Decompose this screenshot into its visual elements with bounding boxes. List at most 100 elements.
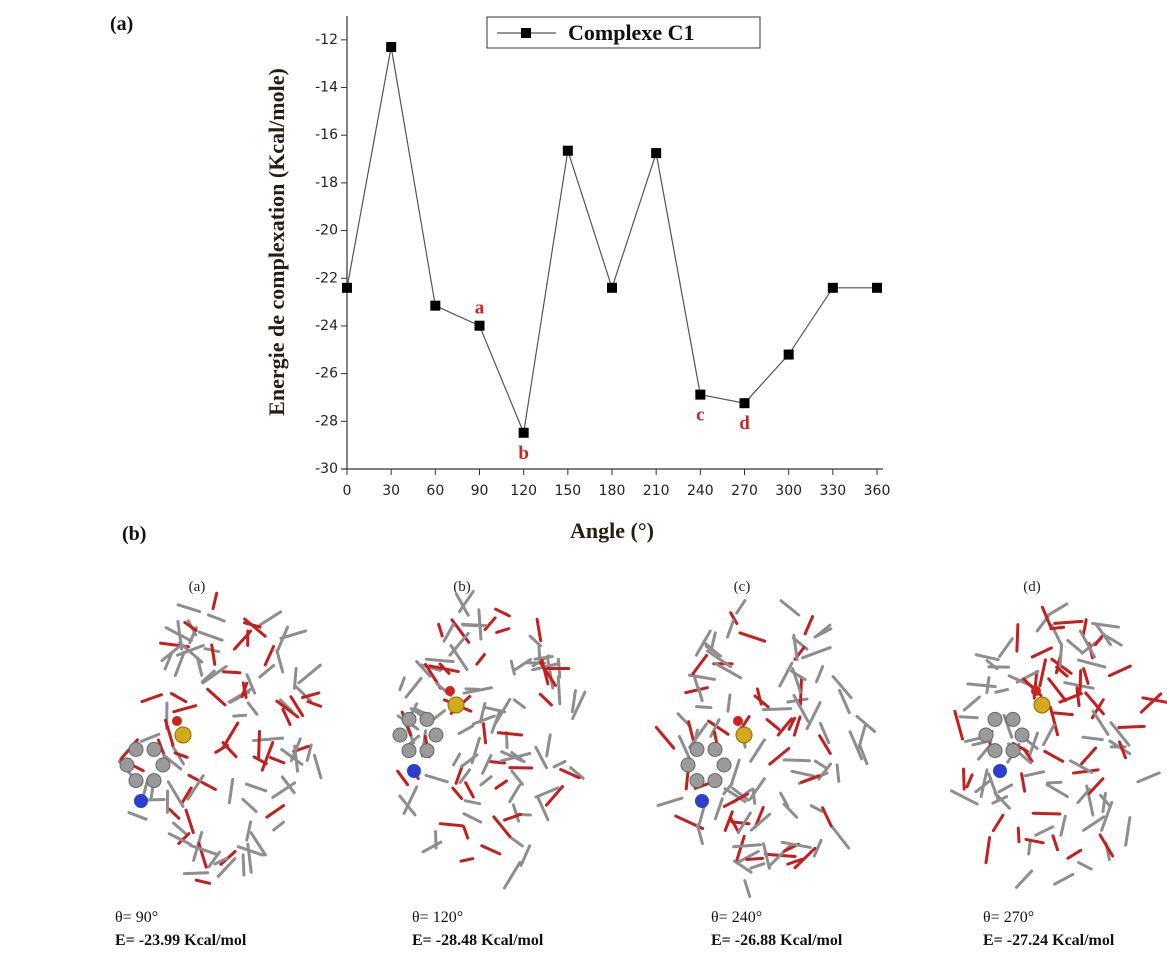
caption-energy: E= -23.99 Kcal/mol (115, 932, 247, 949)
molecule-bond (278, 627, 288, 651)
molecule-bond (482, 846, 500, 854)
molecule-bond (426, 659, 453, 661)
molecule-bond (171, 694, 185, 702)
molecule-bond (658, 798, 682, 805)
molecule-bond (747, 858, 763, 859)
molecule-bond (260, 665, 274, 677)
point (740, 398, 750, 408)
atom (1015, 728, 1029, 742)
molecule-bond (483, 756, 491, 774)
molecule-bond (805, 617, 812, 634)
molecule-bond (996, 689, 1008, 692)
y-tick-label: -12 (315, 32, 338, 48)
y-tick-label: -22 (315, 270, 338, 286)
molecule-bond (572, 691, 575, 712)
molecule-bond (1045, 751, 1063, 761)
y-tick-label: -30 (315, 461, 338, 477)
panel-sublabel: (d) (1023, 579, 1041, 595)
point (519, 428, 529, 438)
molecule-bond (299, 665, 321, 683)
molecule-bond (817, 667, 823, 682)
x-tick-label: 60 (426, 483, 444, 499)
molecule-bond (461, 755, 477, 767)
molecule-bond (537, 619, 541, 641)
molecule-bond (515, 659, 531, 669)
molecule (393, 592, 585, 888)
annotation: d (739, 413, 750, 434)
molecule-bond (999, 639, 1012, 657)
annotation: c (696, 405, 704, 426)
molecule-bond (245, 623, 261, 627)
molecule-bond (1096, 634, 1104, 644)
x-tick-label: 180 (599, 483, 626, 499)
x-tick-label: 270 (731, 483, 758, 499)
molecule-bond (173, 823, 185, 834)
atom (708, 774, 722, 788)
y-tick-label: -20 (315, 223, 338, 239)
molecule-bond (715, 799, 722, 819)
atom (120, 758, 134, 772)
caption-angle: θ= 240° (711, 909, 762, 926)
molecule-bond (993, 815, 1003, 830)
molecule-bond (1018, 828, 1019, 841)
molecule-bond (795, 848, 815, 867)
molecule-bond (229, 779, 232, 802)
x-tick-label: 0 (343, 483, 352, 499)
molecule-bond (656, 727, 674, 748)
molecule-bond (1033, 813, 1060, 814)
atom (129, 742, 143, 756)
caption-angle: θ= 90° (115, 909, 158, 926)
point (342, 283, 352, 293)
atom (681, 758, 695, 772)
molecule-bond (246, 784, 265, 791)
y-tick-label: -28 (315, 413, 338, 429)
atom (979, 728, 993, 742)
atom (1006, 712, 1020, 726)
molecule-bond (1055, 621, 1082, 623)
molecule (656, 600, 874, 896)
molecule-bond (740, 633, 765, 641)
molecule-bond (1060, 644, 1062, 669)
molecule-bond (514, 700, 524, 708)
molecule-bond (1029, 841, 1031, 854)
molecule-bond (554, 761, 565, 766)
molecule-bond (464, 814, 481, 822)
molecule-bond (512, 839, 522, 846)
x-tick-label: 150 (554, 483, 581, 499)
molecule-bond (1138, 773, 1159, 782)
atom (420, 712, 434, 726)
molecule-bond (1077, 688, 1079, 706)
molecule-bond (737, 600, 745, 613)
molecule-bond (734, 845, 761, 847)
molecule-bond (811, 806, 822, 812)
atom (690, 774, 704, 788)
atom-n (407, 764, 421, 778)
molecule-bond (260, 612, 280, 625)
molecule (951, 604, 1167, 887)
molecule-bond (248, 844, 251, 872)
molecule-bond (141, 734, 159, 741)
atom (147, 742, 161, 756)
molecule-bond (483, 724, 485, 743)
molecule-bond (1049, 679, 1066, 701)
molecule-bond (224, 723, 238, 747)
molecule-bond (1068, 850, 1081, 858)
molecule-bond (540, 694, 551, 705)
molecule-bond (731, 760, 739, 784)
molecule-bond (485, 618, 495, 630)
molecule-bond (243, 799, 256, 811)
atom-n (134, 794, 148, 808)
atom (156, 758, 170, 772)
molecule-bond (169, 809, 179, 818)
caption-energy: E= -27.24 Kcal/mol (983, 932, 1115, 949)
molecule-bond (504, 862, 519, 888)
point (430, 301, 440, 311)
molecule-bond (314, 755, 321, 778)
molecule-bond (1126, 818, 1130, 846)
molecule-bond (1103, 793, 1105, 811)
molecule-bond (196, 880, 209, 883)
molecule-bond (496, 609, 510, 616)
atom-s (448, 697, 464, 713)
molecule-bond (728, 620, 734, 637)
molecule-bond (398, 771, 408, 784)
